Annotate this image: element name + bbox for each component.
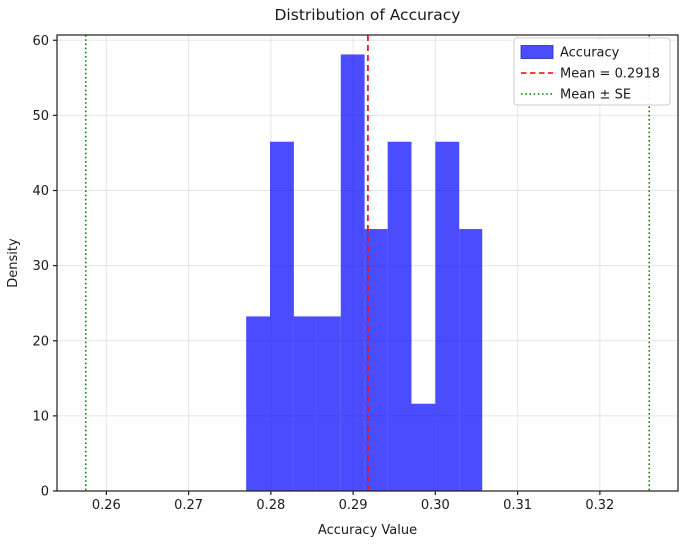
histogram-bar	[459, 229, 483, 491]
x-tick-label: 0.26	[92, 498, 121, 513]
histogram-bar	[411, 403, 436, 491]
legend-label: Mean = 0.2918	[560, 67, 660, 82]
x-tick-label: 0.31	[503, 498, 532, 513]
y-tick-label: 20	[32, 334, 49, 349]
histogram-bar	[293, 316, 317, 491]
legend-swatch-patch	[520, 45, 554, 59]
x-axis: 0.26 0.27 0.28 0.29 0.30 0.31 0.32	[92, 491, 614, 513]
x-axis-label: Accuracy Value	[318, 523, 417, 538]
histogram-series-accuracy	[246, 54, 483, 491]
y-axis: 0 10 20 30 40 50 60	[32, 34, 57, 500]
legend-label: Accuracy	[560, 46, 620, 61]
histogram-bar	[435, 141, 460, 491]
legend-item: Mean ± SE	[521, 88, 631, 103]
legend-item: Mean = 0.2918	[521, 67, 660, 82]
y-tick-label: 10	[32, 409, 49, 424]
legend-label: Mean ± SE	[560, 88, 631, 103]
axes-frame	[56, 34, 679, 492]
x-tick-label: 0.30	[421, 498, 450, 513]
legend-item: Accuracy	[520, 45, 620, 61]
legend: Accuracy Mean = 0.2918 Mean ± SE	[513, 37, 671, 106]
x-tick-label: 0.29	[339, 498, 368, 513]
y-tick-label: 0	[41, 485, 49, 500]
x-tick-label: 0.32	[585, 498, 614, 513]
histogram-bar	[387, 141, 412, 491]
histogram-bar	[340, 54, 365, 491]
histogram-bar	[364, 229, 388, 491]
histogram-bar	[270, 141, 294, 491]
y-axis-label: Density	[6, 238, 21, 288]
y-tick-label: 40	[32, 184, 49, 199]
y-tick-label: 30	[32, 259, 49, 274]
y-tick-label: 60	[32, 34, 49, 49]
histogram-bar	[316, 316, 341, 491]
y-tick-label: 50	[32, 109, 49, 124]
histogram-bar	[246, 316, 271, 491]
x-tick-label: 0.27	[174, 498, 203, 513]
chart-title: Distribution of Accuracy	[275, 6, 461, 24]
x-tick-label: 0.28	[256, 498, 285, 513]
